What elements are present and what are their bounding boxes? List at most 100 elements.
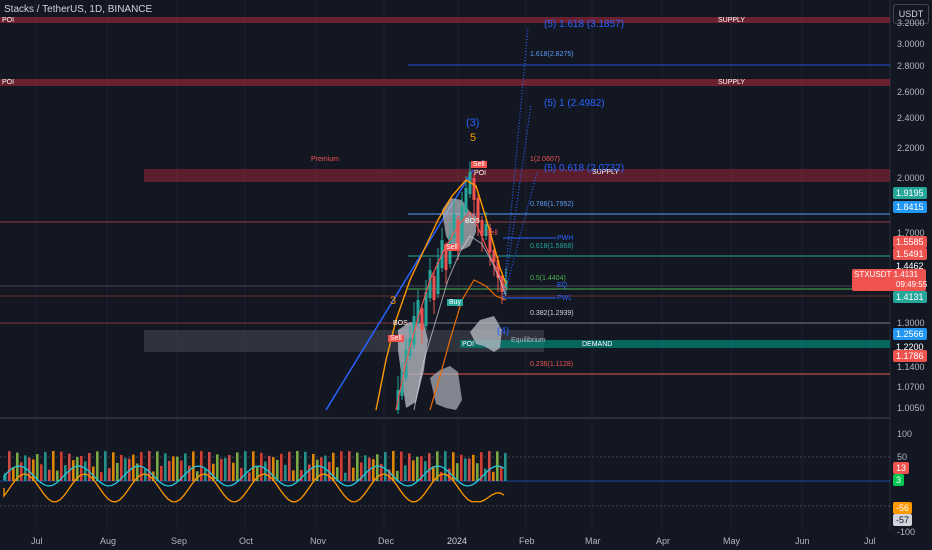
buy-signal: Buy (447, 299, 464, 306)
wave-3b-label: 3 (390, 295, 397, 307)
time-label: Apr (656, 536, 671, 546)
candle (424, 292, 428, 326)
oscillator-bar (500, 466, 503, 481)
oscillator-bar (12, 467, 15, 481)
candle (444, 246, 448, 270)
oscillator-bar (280, 453, 283, 481)
time-label: Jul (864, 536, 876, 546)
price-label: 3.0000 (897, 39, 925, 49)
oscillator-bar (124, 458, 127, 481)
fib-r382: 0.382(1.2939) (530, 310, 574, 317)
price-tag: 1.5585 (893, 236, 927, 248)
fib-ext-0618: (5) 0.618 (2.0732) (544, 163, 625, 174)
bos-label: BOS (465, 218, 480, 225)
candle (484, 224, 488, 236)
candle (476, 198, 480, 222)
premium-zone (144, 169, 890, 182)
oscillator-bar (484, 468, 487, 481)
oscillator-bar (332, 452, 335, 481)
oscillator-bar (424, 461, 427, 481)
oscillator-bar (408, 453, 411, 481)
oscillator-bar (352, 467, 355, 481)
candle (464, 188, 468, 212)
candle (420, 308, 424, 330)
oscillator-bar (28, 457, 31, 481)
countdown: 09:49:55 (896, 280, 928, 289)
price-tag: 1.5491 (893, 248, 927, 260)
poi-label: POI (2, 79, 15, 86)
price-tag: 1.8415 (893, 201, 927, 213)
price-tag: 1.4131 (893, 291, 927, 303)
demand-label: DEMAND (582, 341, 613, 348)
supply-label: SUPPLY (718, 79, 746, 86)
wave-3-label: (3) (466, 117, 480, 129)
oscillator-bar (228, 455, 231, 481)
candle (480, 220, 484, 236)
bos-label: BOS (393, 320, 408, 327)
time-label: Sep (171, 536, 188, 546)
supply-zone-top (0, 17, 890, 23)
symbol-name: STXUSDT (854, 270, 892, 279)
price-tag: 1.1786 (893, 350, 927, 362)
price-label: 2.6000 (897, 87, 925, 97)
oscillator-bar (268, 455, 271, 481)
oscillator-bar (108, 468, 111, 481)
oscillator-bar (136, 463, 139, 481)
price-label: 1.0700 (897, 382, 925, 392)
price-label: 2.2000 (897, 143, 925, 153)
oscillator-bar (476, 463, 479, 481)
candle (460, 206, 464, 242)
candle (416, 300, 420, 322)
oscillator-bar (472, 454, 475, 481)
time-label: Jun (795, 536, 810, 546)
price-label: 1.0050 (897, 403, 925, 413)
price-label: 1.3000 (897, 318, 925, 328)
oscillator-bar (364, 455, 367, 481)
oscillator-bar (276, 459, 279, 481)
osc-label: 100 (897, 429, 913, 439)
oscillator-bar (468, 458, 471, 481)
price-label: 3.2000 (897, 18, 925, 28)
oscillator-line-orange (3, 473, 505, 503)
candle (472, 178, 476, 200)
oscillator-bar (392, 451, 395, 481)
oscillator-bar (396, 470, 399, 481)
price-label: 1.7000 (897, 228, 925, 238)
oscillator-bar (80, 455, 83, 481)
oscillator-bar (40, 464, 43, 481)
oscillator-bar (452, 452, 455, 481)
fib-r5: 0.5(1.4404) (530, 275, 566, 282)
oscillator-bar (244, 451, 247, 481)
oscillator-bar (444, 451, 447, 481)
oscillator-bar (216, 454, 219, 481)
time-label: Dec (378, 536, 395, 546)
oscillator-bar (440, 471, 443, 481)
oscillator-bar (84, 461, 87, 481)
oscillator-bar (180, 460, 183, 481)
symbol-price-tag: STXUSDT 1.4131 09:49:55 (852, 269, 928, 291)
demand-zone (460, 340, 890, 348)
oscillator-bar (88, 452, 91, 481)
oscillator-bar (164, 453, 167, 481)
supply-label: SUPPLY (718, 17, 746, 24)
fib-ext-1618b: 1.618(2.8275) (530, 51, 574, 58)
oscillator-bar (428, 453, 431, 481)
oscillator-bar (168, 460, 171, 481)
oscillator-bar (220, 458, 223, 481)
oscillator-bar (284, 464, 287, 481)
candle (432, 276, 436, 300)
price-tag: 1.2566 (893, 328, 927, 340)
oscillator-bar (4, 473, 7, 481)
oscillator-bar (432, 466, 435, 481)
price-tag: 1.9195 (893, 187, 927, 199)
oscillator-bar (304, 451, 307, 481)
oscillator-bar (376, 454, 379, 481)
oscillator-bar (272, 457, 275, 481)
oscillator-bar (340, 451, 343, 481)
oscillator-bar (116, 462, 119, 481)
sell-signal: Sell (388, 335, 404, 342)
currency-button[interactable]: USDT (893, 4, 929, 24)
time-label: Feb (519, 536, 535, 546)
oscillator-bar (192, 451, 195, 481)
